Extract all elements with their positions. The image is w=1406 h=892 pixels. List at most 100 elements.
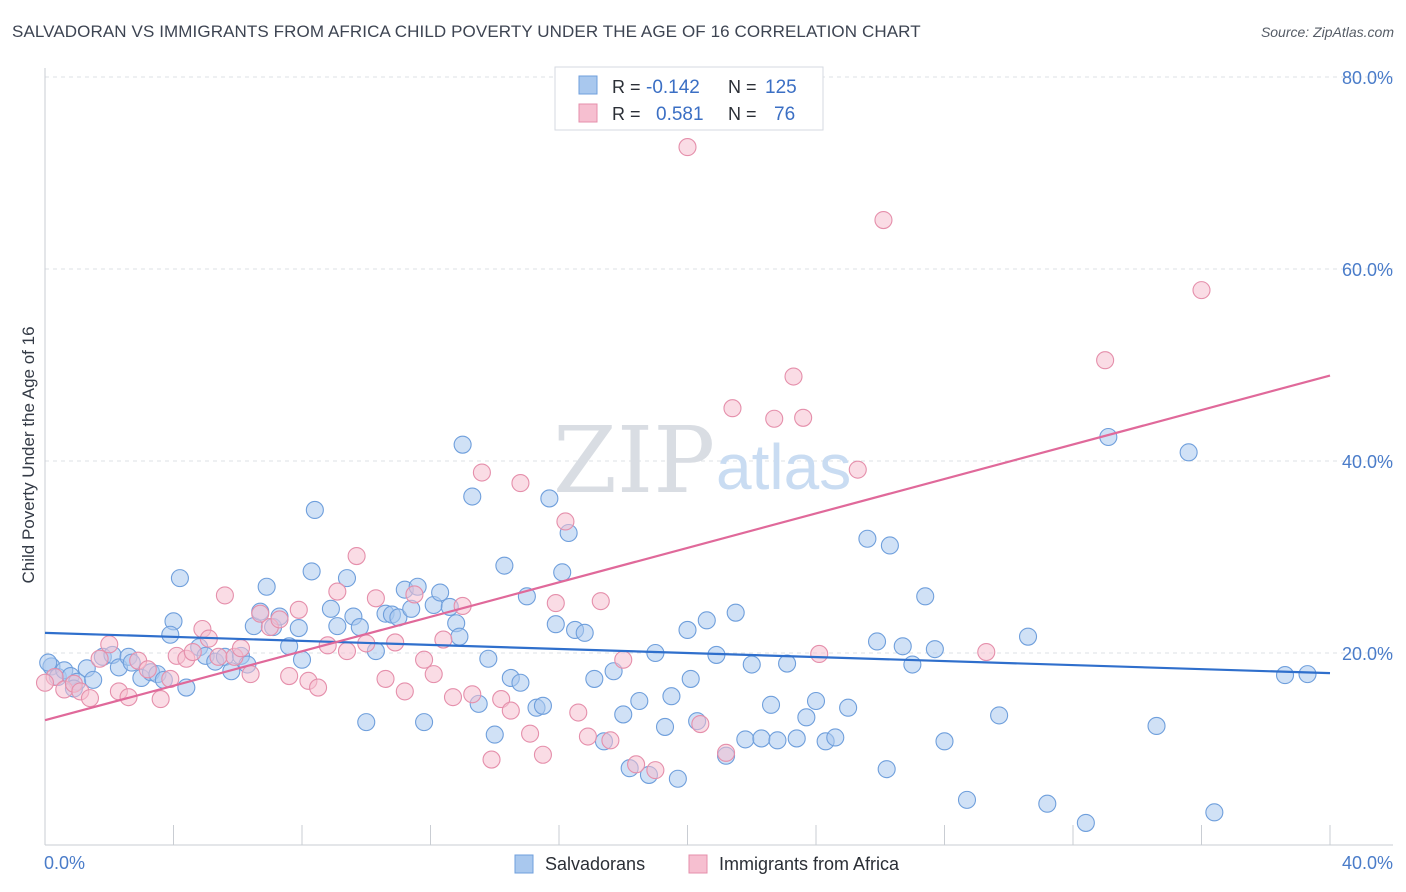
africa-point [546,594,565,613]
legend-n-label-2: N = [728,104,757,124]
salvadoran-point [1179,443,1198,462]
salvadoran-point [768,731,787,750]
africa-point [183,642,202,662]
africa-points [35,138,1211,780]
africa-point [270,610,289,629]
africa-point [251,604,270,623]
africa-point [90,649,109,668]
africa-point [614,650,633,669]
legend-r-label-1: R = [612,77,641,97]
salvadoran-point [511,673,530,692]
salvadoran-point [357,713,376,732]
salvadoran-point [546,615,565,634]
salvadoran-point [257,577,276,596]
salvadoran-point [1275,666,1295,685]
salvadoran-point [681,669,700,688]
africa-point [627,755,646,774]
africa-point [386,633,405,652]
salvadoran-point [84,670,103,689]
africa-point [337,642,357,661]
africa-point [977,642,996,662]
salvadoran-point [1076,813,1095,832]
salvadoran-point [752,729,771,748]
series-label-salvadorans: Salvadorans [545,854,645,874]
salvadoran-point [337,569,357,588]
trend-lines [44,374,1331,722]
africa-point [138,660,157,679]
salvadoran-point [787,729,806,748]
africa-point [434,630,453,649]
salvadoran-point [990,706,1009,725]
africa-point [231,639,251,658]
x-tick-min: 0.0% [44,853,85,873]
salvadoran-point [806,691,826,711]
africa-point [328,582,347,601]
salvadoran-point [1038,794,1057,813]
y-axis-label: Child Poverty Under the Age of 16 [19,326,38,583]
salvadoran-point [575,623,594,642]
series-label-africa: Immigrants from Africa [719,854,900,874]
africa-trend-line [44,374,1331,722]
salvadoran-point [916,587,935,606]
salvadoran-point [479,649,498,668]
africa-point [280,666,299,686]
africa-point [578,727,597,746]
africa-point [443,688,463,707]
salvadoran-point [170,569,189,588]
y-tick-label: 80.0% [1342,68,1393,88]
chart-title: SALVADORAN VS IMMIGRANTS FROM AFRICA CHI… [12,22,921,41]
africa-point [810,644,829,664]
africa-point [80,689,100,708]
salvadoran-point [858,529,877,548]
africa-point [716,743,736,762]
africa-point [151,690,170,709]
legend-swatch-blue [578,75,598,95]
africa-point [794,408,813,427]
salvadoran-point [877,760,896,779]
salvadoran-point [957,790,977,809]
watermark-atlas: atlas [716,431,851,503]
africa-point [366,589,385,608]
salvadoran-point [302,562,321,581]
salvadoran-point [925,640,944,659]
stats-legend: R = -0.142 N = 125 R = 0.581 N = 76 [554,66,824,131]
salvadoran-point [485,725,504,744]
salvadoran-point [1018,627,1038,646]
africa-point [501,701,520,720]
africa-point [415,650,434,669]
salvadoran-point [321,599,340,618]
y-tick-label: 60.0% [1342,260,1393,280]
africa-point [100,635,119,654]
salvadoran-point [742,655,761,674]
salvadorans-trend-line [44,631,1331,675]
salvadoran-point [880,536,899,555]
watermark-zip: ZIP [553,407,715,514]
africa-point [347,546,366,566]
africa-point [35,673,55,692]
salvadoran-point [797,708,816,727]
africa-point [395,682,414,701]
legend-n-value-1: 125 [765,77,797,98]
x-tick-max: 40.0% [1342,853,1393,873]
salvadoran-point [463,487,482,506]
africa-point [723,399,742,418]
salvadoran-point [630,691,649,711]
salvadoran-point [867,632,887,651]
africa-point [591,592,610,611]
africa-point [309,678,328,697]
salvadoran-point [305,500,324,520]
africa-point [874,210,893,230]
salvadoran-point [678,620,697,640]
salvadoran-point [553,563,572,582]
salvadoran-point [761,695,781,714]
salvadoran-point [1147,716,1166,736]
salvadoran-point [533,696,552,715]
africa-point [1192,281,1211,300]
africa-point [1096,351,1115,370]
salvadoran-point [614,705,633,724]
salvadoran-point [668,769,687,788]
africa-point [601,731,620,750]
salvadoran-point [736,730,755,749]
africa-point [556,512,575,531]
africa-point [848,460,867,479]
